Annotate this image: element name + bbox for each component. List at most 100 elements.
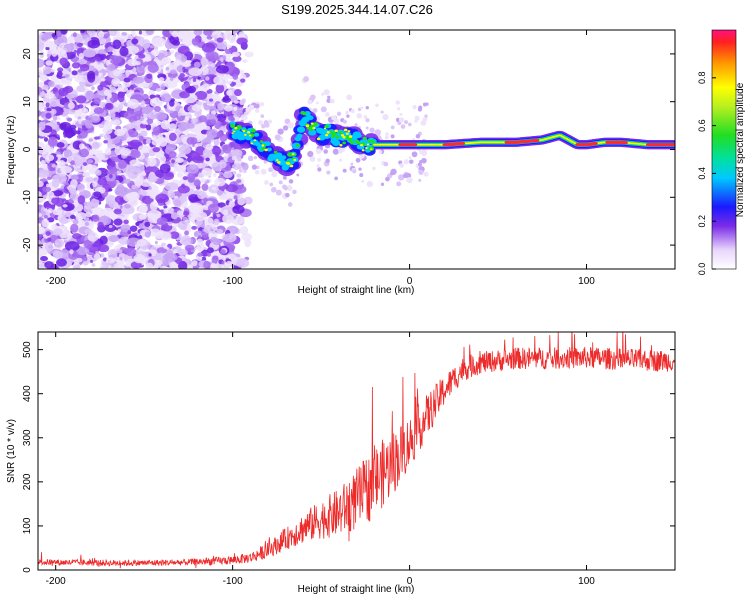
noise-blob	[113, 262, 124, 269]
noise-blob	[66, 258, 74, 264]
noise-blob	[417, 162, 422, 167]
ridge-blob	[275, 152, 283, 158]
noise-blob	[251, 164, 257, 170]
noise-blob	[365, 105, 369, 110]
noise-blob	[320, 106, 327, 113]
noise-blob	[176, 64, 185, 73]
noise-blob	[131, 30, 136, 35]
noise-blob	[169, 132, 177, 142]
noise-blob	[76, 212, 87, 220]
noise-blob	[267, 119, 273, 124]
noise-blob	[420, 149, 428, 156]
noise-blob	[38, 81, 45, 86]
noise-blob	[225, 184, 238, 193]
noise-blob	[39, 74, 48, 82]
ridge-blob	[329, 130, 334, 134]
noise-blob	[133, 113, 141, 121]
noise-blob	[232, 81, 237, 86]
ridge-blob	[316, 137, 321, 141]
noise-blob	[104, 154, 110, 159]
noise-blob	[195, 220, 204, 226]
noise-blob	[51, 33, 56, 38]
noise-blob	[211, 93, 221, 101]
noise-blob	[192, 77, 197, 83]
noise-blob	[89, 115, 101, 123]
noise-blob	[64, 73, 70, 78]
noise-blob	[74, 74, 83, 83]
noise-blob	[225, 260, 233, 268]
noise-blob	[70, 160, 75, 166]
noise-blob	[158, 153, 164, 158]
ridge-blob	[348, 138, 353, 142]
noise-blob	[116, 249, 123, 254]
noise-blob	[64, 241, 80, 252]
noise-blob	[372, 166, 376, 171]
noise-blob	[196, 238, 203, 244]
noise-blob	[244, 51, 254, 58]
noise-blob	[316, 164, 320, 168]
noise-blob	[333, 118, 340, 125]
noise-blob	[127, 98, 140, 109]
noise-blob	[242, 59, 248, 63]
noise-blob	[56, 154, 61, 158]
ridge-blob	[261, 144, 265, 147]
noise-blob	[203, 260, 211, 269]
spectrogram-y-tick-label: 0	[22, 146, 33, 152]
noise-blob	[81, 164, 88, 172]
ridge-blob	[250, 128, 256, 133]
noise-blob	[220, 58, 224, 63]
ridge-blob	[350, 141, 355, 145]
spectrogram-y-tick-label: 20	[22, 48, 33, 60]
noise-blob	[237, 165, 242, 170]
noise-blob	[407, 122, 412, 127]
noise-blob	[326, 170, 331, 175]
noise-blob	[334, 176, 339, 181]
noise-blob	[160, 119, 171, 130]
noise-blob	[350, 162, 354, 166]
noise-blob	[271, 171, 278, 178]
noise-blob	[140, 130, 148, 137]
spectrogram-x-tick-label: 0	[407, 276, 413, 287]
noise-blob	[215, 213, 221, 218]
ridge-blob	[362, 136, 367, 141]
noise-blob	[420, 120, 427, 126]
noise-blob	[358, 167, 362, 171]
noise-blob	[283, 185, 288, 191]
noise-blob	[228, 34, 236, 44]
noise-blob	[247, 155, 254, 162]
ridge-blob	[361, 149, 365, 152]
snr-y-tick-label: 100	[22, 517, 33, 534]
noise-blob	[222, 96, 231, 103]
ridge-blob	[301, 111, 307, 116]
snr-y-label: SNR (10 * v/v)	[6, 419, 17, 483]
snr-y-tick-label: 300	[22, 429, 33, 446]
noise-blob	[63, 85, 74, 94]
noise-blob	[95, 56, 101, 61]
noise-blob	[69, 249, 74, 255]
noise-blob	[155, 111, 168, 121]
noise-blob	[94, 136, 100, 140]
noise-blob	[92, 214, 100, 222]
ridge-blob	[244, 133, 247, 136]
ridge-blob	[273, 150, 278, 154]
noise-blob	[144, 165, 160, 176]
noise-blob	[193, 61, 201, 68]
ridge-blob	[323, 127, 327, 130]
ridge-blob	[231, 132, 234, 135]
colorbar-tick-label: 0.4	[697, 167, 707, 180]
noise-blob	[146, 188, 152, 196]
noise-blob	[339, 158, 343, 162]
noise-blob	[223, 171, 233, 179]
noise-blob	[83, 217, 90, 222]
ridge-peak	[672, 143, 675, 147]
noise-blob	[398, 117, 405, 123]
noise-blob	[52, 228, 63, 236]
noise-blob	[68, 187, 77, 194]
noise-blob	[99, 235, 108, 245]
noise-blob	[78, 148, 90, 158]
noise-blob	[200, 224, 206, 228]
noise-blob	[59, 51, 68, 59]
noise-blob	[205, 157, 210, 162]
noise-blob	[194, 90, 208, 100]
noise-blob	[143, 53, 152, 62]
